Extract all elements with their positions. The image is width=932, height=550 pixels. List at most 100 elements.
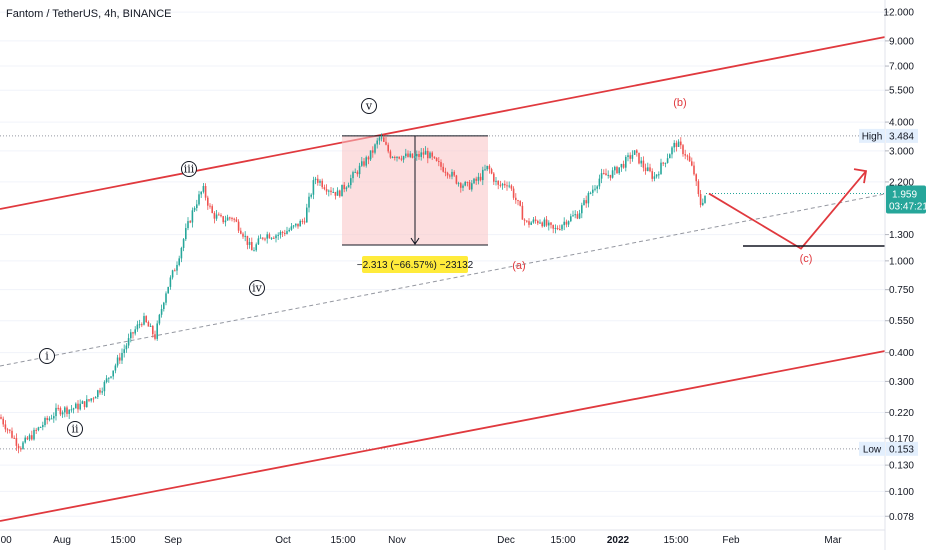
candle-body	[328, 190, 330, 192]
candle-body	[519, 201, 521, 206]
candle-body	[57, 407, 59, 409]
x-tick-label: Feb	[722, 535, 740, 546]
candle-body	[9, 429, 11, 431]
candle-body	[35, 429, 37, 431]
candle-body	[429, 152, 431, 159]
candle-body	[270, 237, 273, 239]
candle-body	[394, 156, 396, 159]
candle-body	[356, 171, 359, 175]
candle-body	[576, 214, 579, 219]
y-tick-label: 2.200	[889, 177, 914, 188]
candle-body	[147, 322, 150, 327]
candle-body	[171, 270, 174, 278]
time-axis[interactable]: 5:00 Aug 15:00 Sep Oct 15:00 Nov Dec 15:00 2022 15…	[0, 529, 885, 546]
candle-body	[642, 160, 645, 168]
candle-body	[457, 183, 460, 185]
candle-body	[292, 225, 295, 227]
candle-body	[574, 214, 576, 216]
candle-body	[231, 218, 233, 220]
candle-body	[213, 212, 216, 219]
candle-body	[440, 162, 442, 167]
candle-body	[592, 189, 594, 193]
candle-body	[651, 171, 653, 179]
candle-body	[24, 437, 26, 443]
candle-body	[361, 161, 363, 166]
measure-label: −2.313 (−66.57%) −23132	[357, 260, 474, 271]
candle-body	[488, 165, 491, 170]
candle-body	[389, 151, 392, 158]
candle-body	[543, 219, 546, 227]
candle-body	[695, 174, 697, 182]
candle-body	[431, 152, 433, 157]
candle-body	[653, 176, 656, 179]
candle-body	[449, 175, 451, 177]
candle-body	[345, 187, 348, 190]
candle-body	[600, 173, 603, 179]
candle-body	[517, 200, 519, 202]
candle-body	[259, 237, 262, 239]
candle-body	[79, 403, 81, 410]
candle-body	[284, 232, 286, 234]
candle-body	[407, 153, 409, 157]
candle-body	[594, 188, 596, 190]
candle-body	[631, 154, 634, 159]
candle-body	[504, 183, 506, 186]
candle-body	[114, 365, 117, 371]
candle-body	[552, 224, 554, 229]
candle-body	[596, 186, 598, 189]
candle-body	[75, 403, 77, 409]
candle-body	[123, 349, 125, 353]
x-tick-label: Mar	[824, 535, 842, 546]
candle-body	[490, 169, 493, 174]
candle-body	[376, 140, 378, 145]
candle-body	[442, 166, 444, 172]
y-tick-label: 0.078	[889, 512, 914, 523]
candle-body	[28, 435, 31, 440]
candle-body	[204, 186, 207, 198]
candle-body	[59, 407, 62, 415]
candle-body	[545, 219, 548, 226]
wave-label: i	[45, 350, 49, 363]
candle-body	[684, 154, 686, 156]
candle-body	[647, 167, 649, 171]
wave-label-circle	[39, 348, 55, 364]
candle-body	[688, 156, 691, 162]
candle-body	[482, 169, 484, 181]
candle-body	[497, 180, 499, 185]
candle-body	[633, 150, 636, 155]
candle-body	[413, 156, 416, 158]
candle-body	[37, 427, 40, 431]
candle-body	[622, 163, 625, 168]
candle-body	[176, 264, 178, 271]
candle-body	[273, 237, 275, 239]
candle-body	[125, 345, 128, 350]
candle-body	[427, 150, 429, 159]
candle-body	[68, 409, 70, 414]
candle-body	[266, 234, 268, 239]
candle-body	[200, 191, 202, 195]
candle-body	[105, 378, 108, 382]
candle-body	[180, 247, 183, 259]
candle-body	[312, 180, 315, 195]
candle-body	[235, 219, 238, 222]
candle-body	[132, 332, 134, 334]
last-price-tag	[886, 185, 926, 214]
y-tick-label: 3.000	[889, 146, 914, 157]
candle-body	[466, 181, 469, 183]
price-axis[interactable]: 12.000 9.000 7.000 5.500 4.000 3.000 2.200 1.30…	[859, 0, 928, 550]
high-tag-label: High	[862, 131, 883, 142]
candle-body	[317, 178, 319, 183]
candle-body	[587, 193, 590, 204]
candle-body	[343, 184, 345, 190]
candle-body	[149, 325, 152, 327]
candle-body	[367, 157, 370, 160]
candles-layer	[0, 133, 706, 454]
candle-body	[39, 426, 42, 428]
candle-body	[671, 147, 673, 155]
candle-body	[336, 190, 339, 196]
candle-body	[589, 192, 592, 194]
candle-body	[405, 153, 407, 157]
candle-body	[198, 194, 200, 205]
